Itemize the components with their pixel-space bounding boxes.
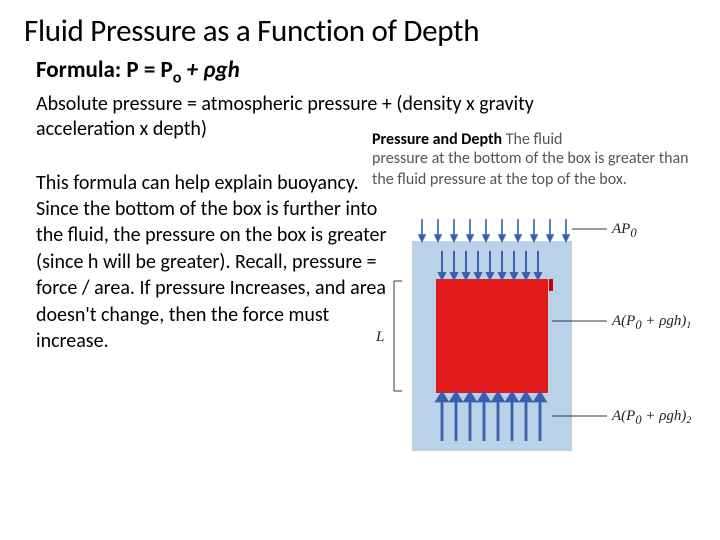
- label-bot: A(P0 + ρgh)2: [612, 408, 691, 428]
- formula-prefix: Formula: P = P: [36, 56, 173, 84]
- formula-suffix: + ρgh: [181, 56, 239, 84]
- formula: Formula: P = Po + ρgh: [24, 56, 696, 88]
- body-paragraph: This formula can help explain buoyancy. …: [36, 170, 391, 355]
- label-l: L: [376, 329, 384, 346]
- figure: Pressure and Depth The fluid pressure at…: [372, 130, 702, 461]
- figure-caption: pressure at the bottom of the box is gre…: [372, 149, 702, 191]
- l-bracket: [394, 281, 402, 391]
- surface-arrows-group: [419, 219, 569, 241]
- page-title: Fluid Pressure as a Function of Depth: [24, 12, 696, 50]
- figure-header-rest: The fluid: [502, 130, 562, 149]
- label-ap0: AP0: [612, 221, 637, 241]
- box-rect: [436, 279, 548, 393]
- top-arrows-group: [439, 251, 541, 279]
- pressure-diagram: AP0 A(P0 + ρgh)1 A(P0 + ρgh)2 L: [372, 201, 682, 461]
- label-mid: A(P0 + ρgh)1: [612, 313, 691, 333]
- figure-header-bold: Pressure and Depth: [372, 130, 502, 149]
- figure-header: Pressure and Depth The fluid: [372, 130, 702, 149]
